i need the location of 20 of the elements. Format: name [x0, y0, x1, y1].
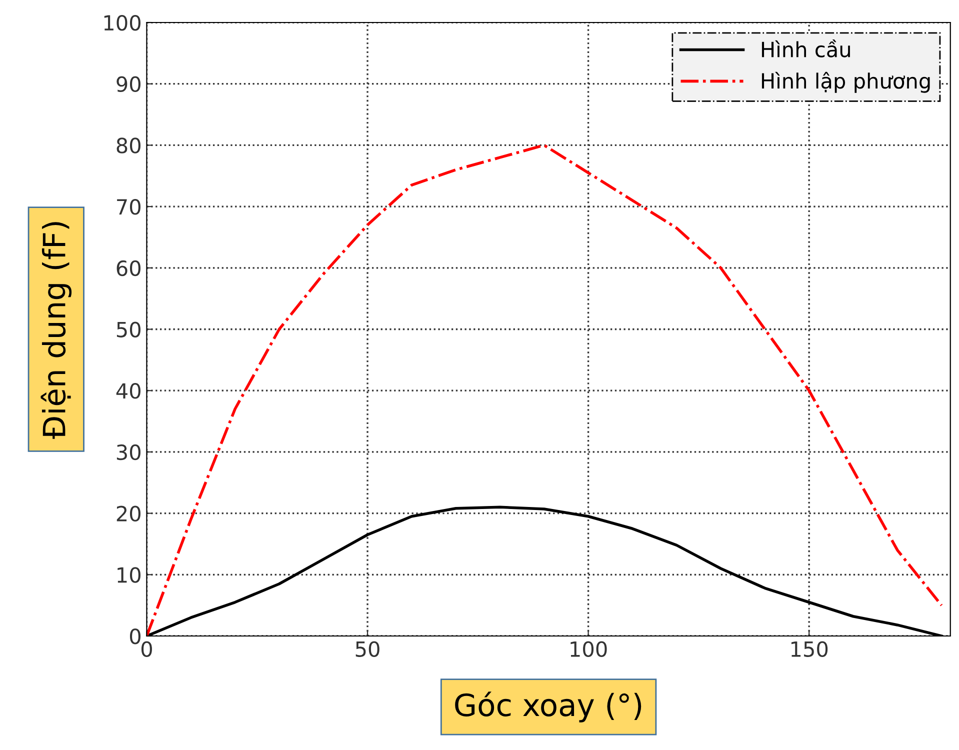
- x-tick-label: 100: [570, 641, 607, 657]
- x-tick-label: 0: [141, 641, 152, 657]
- y-tick-label: 40: [116, 383, 140, 399]
- y-tick-label: 60: [116, 260, 140, 276]
- y-tick-label: 0: [130, 628, 140, 644]
- x-tick-label: 150: [791, 641, 828, 657]
- legend-label: Hình lập phương: [762, 72, 930, 93]
- y-tick-label: 80: [116, 138, 140, 154]
- y-tick-label: 90: [116, 76, 140, 92]
- y-tick-label: 70: [117, 199, 140, 215]
- y-axis-title: Điện dung (fF): [40, 222, 72, 439]
- x-axis-title: Góc xoay (°): [455, 692, 642, 722]
- y-tick-label: 10: [118, 567, 140, 583]
- y-tick-label: 20: [116, 506, 140, 522]
- y-tick-label: 100: [104, 14, 140, 31]
- legend-label: Hình cầu: [762, 39, 850, 58]
- y-tick-label: 50: [116, 322, 140, 338]
- line-series: [146, 144, 943, 636]
- x-tick-label: 50: [356, 641, 380, 657]
- y-tick-label: 30: [116, 444, 140, 460]
